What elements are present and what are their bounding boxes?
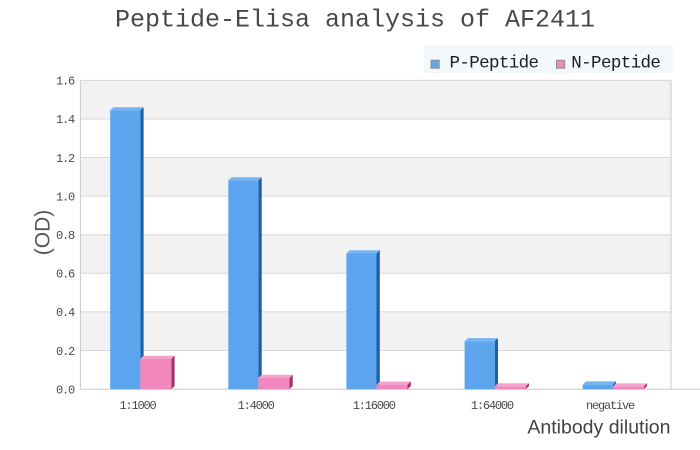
svg-text:1:4000: 1:4000 (238, 399, 275, 413)
svg-text:Antibody dilution: Antibody dilution (527, 417, 670, 439)
svg-text:negative: negative (586, 399, 635, 413)
svg-text:1.4: 1.4 (56, 113, 75, 127)
svg-text:N-Peptide: N-Peptide (571, 53, 660, 73)
svg-text:1:64000: 1:64000 (471, 399, 514, 413)
svg-text:0.8: 0.8 (56, 229, 75, 243)
svg-text:0.2: 0.2 (56, 345, 75, 359)
svg-text:1.2: 1.2 (56, 152, 75, 166)
svg-text:1:1000: 1:1000 (119, 399, 156, 413)
svg-text:0.4: 0.4 (56, 306, 75, 320)
svg-text:0.0: 0.0 (56, 383, 75, 397)
svg-text:(OD): (OD) (31, 210, 54, 256)
svg-text:0.6: 0.6 (56, 268, 75, 282)
svg-text:1.0: 1.0 (56, 190, 75, 204)
svg-text:Peptide-Elisa analysis of AF24: Peptide-Elisa analysis of AF2411 (115, 6, 595, 35)
svg-text:1.6: 1.6 (56, 75, 75, 89)
svg-text:1:16000: 1:16000 (353, 399, 396, 413)
svg-text:P-Peptide: P-Peptide (450, 53, 539, 73)
